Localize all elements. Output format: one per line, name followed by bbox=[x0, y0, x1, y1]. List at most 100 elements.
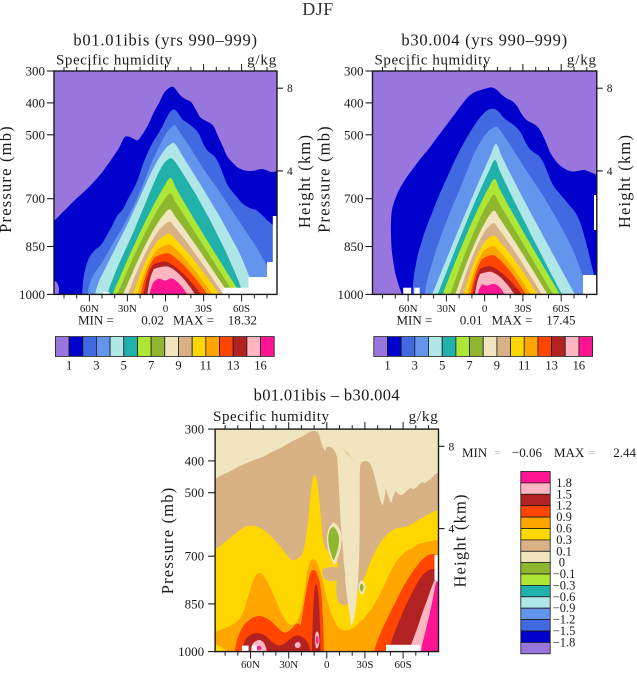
svg-text:18.32: 18.32 bbox=[228, 313, 257, 328]
svg-text:MAX: MAX bbox=[554, 445, 585, 460]
svg-text:Height (km): Height (km) bbox=[295, 134, 314, 228]
svg-text:−0.6: −0.6 bbox=[553, 590, 576, 604]
svg-text:1.5: 1.5 bbox=[556, 487, 572, 501]
svg-text:850: 850 bbox=[185, 596, 205, 611]
svg-text:0.01: 0.01 bbox=[460, 313, 483, 328]
svg-text:=: = bbox=[494, 445, 501, 460]
svg-text:b01.01ibis (yrs 990–999): b01.01ibis (yrs 990–999) bbox=[73, 31, 257, 50]
svg-text:b30.004 (yrs 990–999): b30.004 (yrs 990–999) bbox=[401, 31, 568, 50]
svg-text:1000: 1000 bbox=[338, 287, 364, 302]
svg-text:=: = bbox=[588, 445, 595, 460]
svg-text:500: 500 bbox=[185, 485, 205, 500]
svg-text:Pressure (mb): Pressure (mb) bbox=[315, 125, 334, 233]
svg-text:0.6: 0.6 bbox=[556, 522, 572, 536]
svg-text:16: 16 bbox=[573, 359, 586, 373]
svg-text:300: 300 bbox=[185, 422, 205, 437]
svg-text:0: 0 bbox=[482, 303, 488, 315]
svg-text:Specific humidity: Specific humidity bbox=[375, 53, 491, 69]
svg-text:1.2: 1.2 bbox=[556, 499, 572, 513]
svg-text:b01.01ibis – b30.004: b01.01ibis – b30.004 bbox=[254, 386, 400, 405]
svg-text:700: 700 bbox=[185, 549, 205, 564]
svg-text:MIN =: MIN = bbox=[397, 313, 433, 328]
svg-text:g/kg: g/kg bbox=[409, 409, 439, 425]
svg-text:Pressure (mb): Pressure (mb) bbox=[0, 125, 15, 233]
svg-text:8: 8 bbox=[607, 83, 613, 95]
svg-text:8: 8 bbox=[449, 441, 455, 453]
svg-text:30S: 30S bbox=[514, 303, 531, 315]
svg-text:500: 500 bbox=[344, 127, 364, 142]
svg-text:7: 7 bbox=[148, 359, 154, 373]
svg-text:Specific humidity: Specific humidity bbox=[213, 409, 329, 425]
svg-text:11: 11 bbox=[200, 359, 212, 373]
svg-text:30S: 30S bbox=[195, 303, 212, 315]
svg-text:0: 0 bbox=[559, 556, 565, 570]
svg-text:g/kg: g/kg bbox=[247, 53, 277, 69]
svg-text:4: 4 bbox=[449, 524, 455, 536]
svg-text:1: 1 bbox=[384, 359, 390, 373]
svg-text:1000: 1000 bbox=[178, 644, 204, 659]
svg-text:700: 700 bbox=[26, 191, 46, 206]
svg-text:0.02: 0.02 bbox=[141, 313, 164, 328]
svg-text:g/kg: g/kg bbox=[567, 53, 597, 69]
svg-text:60S: 60S bbox=[553, 303, 570, 315]
svg-text:−0.1: −0.1 bbox=[553, 567, 576, 581]
svg-text:60N: 60N bbox=[241, 659, 260, 671]
svg-text:7: 7 bbox=[466, 359, 472, 373]
svg-text:5: 5 bbox=[121, 359, 127, 373]
svg-text:3: 3 bbox=[93, 359, 99, 373]
svg-text:2.44: 2.44 bbox=[613, 445, 636, 460]
svg-text:11: 11 bbox=[518, 359, 530, 373]
svg-text:Height (km): Height (km) bbox=[615, 134, 634, 228]
svg-text:Specific humidity: Specific humidity bbox=[56, 53, 172, 69]
svg-text:60N: 60N bbox=[80, 303, 99, 315]
svg-text:5: 5 bbox=[439, 359, 445, 373]
svg-text:−0.06: −0.06 bbox=[512, 445, 543, 460]
svg-text:1: 1 bbox=[66, 359, 72, 373]
svg-text:13: 13 bbox=[227, 359, 240, 373]
svg-text:60S: 60S bbox=[233, 303, 250, 315]
svg-text:60S: 60S bbox=[395, 659, 412, 671]
svg-text:0.1: 0.1 bbox=[556, 544, 572, 558]
svg-text:8: 8 bbox=[287, 83, 293, 95]
svg-text:300: 300 bbox=[344, 64, 364, 79]
svg-text:4: 4 bbox=[287, 166, 293, 178]
svg-text:DJF: DJF bbox=[302, 0, 334, 19]
svg-text:−1.2: −1.2 bbox=[553, 613, 576, 627]
svg-text:1.8: 1.8 bbox=[556, 476, 572, 490]
svg-text:−0.9: −0.9 bbox=[553, 601, 576, 615]
svg-text:0: 0 bbox=[324, 659, 330, 671]
svg-text:4: 4 bbox=[607, 166, 613, 178]
svg-text:9: 9 bbox=[175, 359, 181, 373]
svg-text:30N: 30N bbox=[279, 659, 298, 671]
svg-text:Pressure (mb): Pressure (mb) bbox=[158, 487, 177, 595]
svg-text:1000: 1000 bbox=[19, 287, 45, 302]
svg-text:−1.8: −1.8 bbox=[553, 635, 576, 649]
svg-text:16: 16 bbox=[254, 359, 267, 373]
svg-text:400: 400 bbox=[344, 95, 364, 110]
svg-text:−1.5: −1.5 bbox=[553, 624, 576, 638]
svg-text:13: 13 bbox=[545, 359, 558, 373]
svg-text:MAX =: MAX = bbox=[173, 313, 214, 328]
svg-text:9: 9 bbox=[494, 359, 500, 373]
svg-text:Height (km): Height (km) bbox=[451, 493, 470, 587]
svg-text:30S: 30S bbox=[356, 659, 373, 671]
svg-text:400: 400 bbox=[185, 453, 205, 468]
svg-text:400: 400 bbox=[26, 95, 46, 110]
svg-text:0.3: 0.3 bbox=[556, 533, 572, 547]
svg-text:30N: 30N bbox=[118, 303, 137, 315]
svg-text:MAX =: MAX = bbox=[492, 313, 533, 328]
svg-text:0: 0 bbox=[163, 303, 169, 315]
svg-text:3: 3 bbox=[412, 359, 418, 373]
svg-text:850: 850 bbox=[26, 239, 46, 254]
svg-text:0.9: 0.9 bbox=[556, 510, 572, 524]
svg-text:MIN =: MIN = bbox=[78, 313, 114, 328]
svg-text:−0.3: −0.3 bbox=[553, 578, 576, 592]
svg-text:60N: 60N bbox=[399, 303, 418, 315]
svg-text:850: 850 bbox=[344, 239, 364, 254]
svg-text:500: 500 bbox=[26, 127, 46, 142]
svg-text:300: 300 bbox=[26, 64, 46, 79]
svg-text:17.45: 17.45 bbox=[546, 313, 575, 328]
svg-text:30N: 30N bbox=[437, 303, 456, 315]
svg-text:MIN: MIN bbox=[462, 445, 488, 460]
svg-text:700: 700 bbox=[344, 191, 364, 206]
